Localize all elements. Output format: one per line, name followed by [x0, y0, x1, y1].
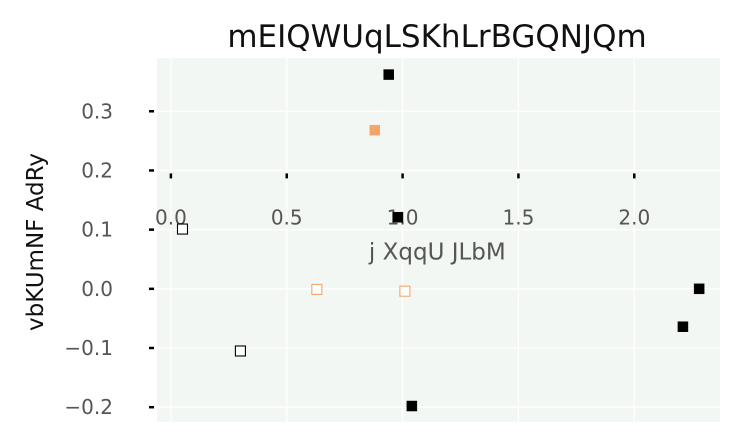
filled-square-marker: [693, 283, 705, 295]
x-axis-label: j XqqU JLbM: [368, 239, 506, 265]
filled-square-marker: [369, 124, 381, 136]
y-tick-label: 0.2: [81, 158, 113, 182]
y-tick-label: 0.1: [81, 218, 113, 242]
y-axis-label: vbKUmNF AdRy: [23, 153, 49, 331]
x-tick-label: 2.0: [618, 205, 650, 229]
hollow-square-marker: [176, 223, 189, 235]
hollow-square-marker: [234, 345, 246, 357]
hollow-square-marker: [311, 283, 323, 295]
data-points: [176, 69, 705, 412]
filled-square-marker: [677, 321, 689, 332]
grid-lines: [157, 58, 720, 422]
hollow-square-marker: [399, 285, 411, 297]
y-tick-label: 0.3: [81, 99, 113, 123]
filled-square-marker: [383, 69, 394, 80]
y-tick-label: −0.2: [64, 395, 113, 419]
y-tick-label: 0.0: [81, 277, 113, 301]
chart-title: mEIQWUqLSKhLrBGQNJQm: [227, 19, 646, 55]
y-axis: −0.2 −0.1 0.0 0.1 0.2 0.3: [64, 99, 154, 419]
x-tick-label: 0.5: [271, 205, 303, 229]
plot-background: [157, 58, 720, 422]
filled-square-marker: [392, 211, 404, 223]
filled-square-marker: [406, 400, 418, 412]
x-tick-label: 1.5: [503, 205, 535, 229]
y-tick-label: −0.1: [64, 336, 113, 360]
